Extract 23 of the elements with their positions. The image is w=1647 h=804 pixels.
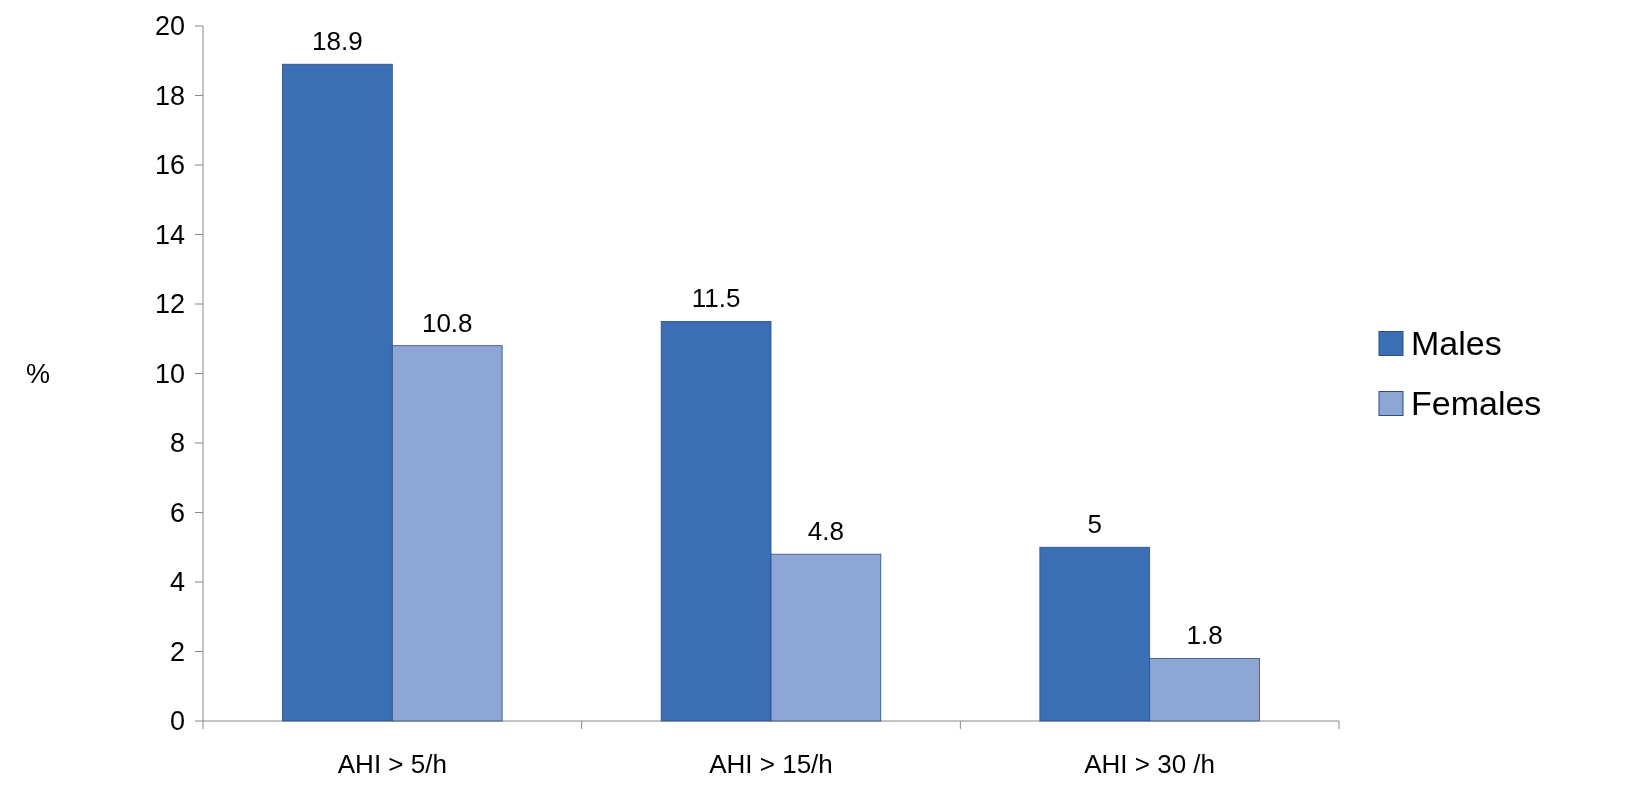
y-tick-label: 2	[169, 636, 185, 667]
data-label: 1.8	[1186, 620, 1223, 651]
x-tick-label: AHI > 30 /h	[1084, 749, 1216, 779]
y-tick-label: 6	[169, 497, 185, 528]
data-label: 4.8	[807, 516, 844, 547]
legend-label: Females	[1411, 384, 1542, 423]
y-tick-label: 20	[154, 11, 185, 42]
y-tick-label: 18	[154, 80, 185, 111]
data-label: 11.5	[691, 283, 741, 314]
y-tick-label: 0	[169, 706, 185, 737]
y-tick-label: 12	[154, 289, 185, 320]
y-tick-label: 16	[154, 150, 185, 181]
legend-label: Males	[1411, 324, 1502, 363]
y-axis-title: %	[25, 358, 51, 389]
x-tick-label: AHI > 5/h	[337, 749, 447, 779]
y-tick-label: 4	[169, 567, 185, 598]
y-tick-label: 8	[169, 428, 185, 459]
x-tick-label: AHI > 15/h	[709, 749, 833, 779]
data-label: 5	[1087, 509, 1102, 540]
data-label: 10.8	[421, 307, 473, 338]
data-label: 18.9	[312, 26, 363, 57]
y-tick-label: 14	[154, 219, 185, 250]
y-tick-label: 10	[154, 358, 185, 389]
